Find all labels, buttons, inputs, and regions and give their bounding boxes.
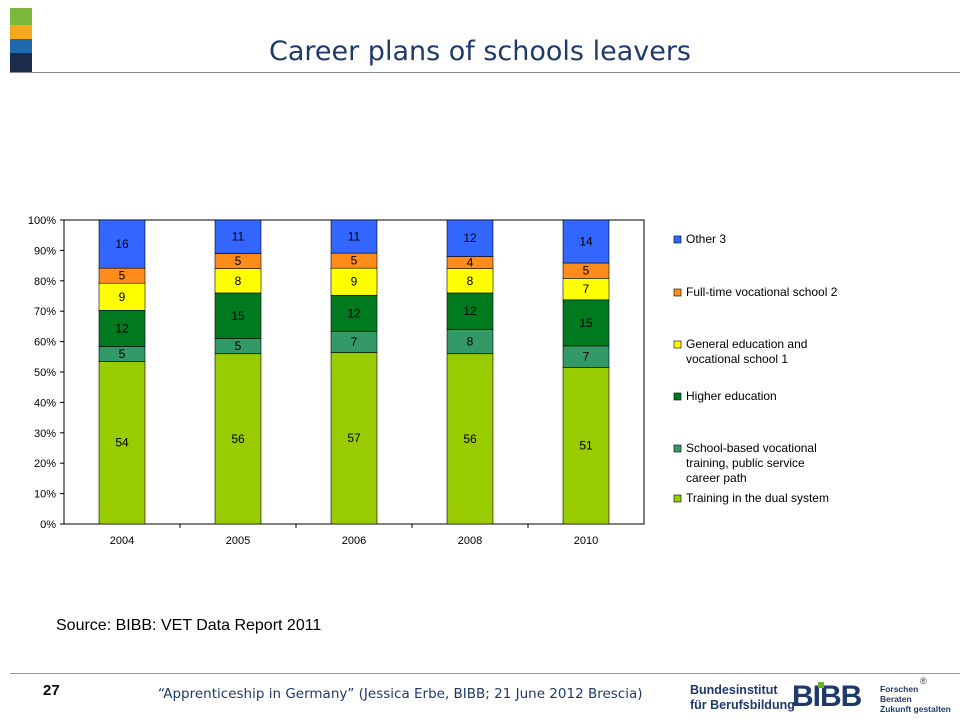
bar-segment <box>98 219 146 269</box>
data-label: 9 <box>351 275 358 289</box>
legend-entry: School-based vocational training, public … <box>686 441 817 485</box>
data-label: 4 <box>467 256 474 270</box>
data-label: 15 <box>579 316 593 330</box>
slide-title: Career plans of schools leavers <box>269 36 691 67</box>
source-note: Source: BIBB: VET Data Report 2011 <box>56 617 322 634</box>
x-tick-label: 2010 <box>574 535 598 547</box>
y-tick-label: 100% <box>28 215 56 227</box>
registered-mark: ® <box>920 676 927 686</box>
bar-segment <box>214 292 262 339</box>
logo-mark: BIBB <box>792 680 862 713</box>
bar-segment <box>330 352 378 525</box>
logo-slogan-1: Forschen <box>880 684 919 694</box>
logo-institute-name: Bundesinstitut für Berufsbildung <box>690 683 795 713</box>
data-label: 7 <box>351 335 358 349</box>
legend-entry: Other 3 <box>686 232 726 246</box>
bar-segment <box>214 268 262 294</box>
bar-segment <box>446 353 494 525</box>
legend-entry: General education and vocational school 1 <box>686 337 807 366</box>
footer-citation: “Apprenticeship in Germany” (Jessica Erb… <box>158 686 643 702</box>
bar-segment <box>330 267 378 296</box>
bar-segment <box>446 219 494 257</box>
legend-entry: Higher education <box>686 389 777 403</box>
bar-segment <box>330 219 378 254</box>
bar-segment <box>446 329 494 355</box>
legend-swatch <box>673 494 682 503</box>
data-label: 51 <box>579 439 593 453</box>
y-tick-label: 50% <box>34 367 56 379</box>
legend-swatch <box>673 235 682 244</box>
data-label: 8 <box>467 274 474 288</box>
legend-swatch <box>673 340 682 349</box>
title-divider <box>10 72 960 73</box>
bar-segment <box>446 268 494 294</box>
bar-segment <box>562 219 610 264</box>
legend-swatch <box>673 444 682 453</box>
legend-entry: Full-time vocational school 2 <box>686 285 838 299</box>
data-label: 12 <box>347 306 361 320</box>
data-label: 7 <box>583 350 590 364</box>
bar-segment <box>446 292 494 330</box>
bar-segment <box>330 294 378 332</box>
y-tick-label: 0% <box>40 519 56 531</box>
data-label: 11 <box>348 230 361 244</box>
y-tick-label: 10% <box>34 489 56 501</box>
data-label: 15 <box>231 309 245 323</box>
data-label: 56 <box>231 432 245 446</box>
bar-segment <box>214 219 262 254</box>
legend-entry: Training in the dual system <box>686 491 829 505</box>
brand-stripe-green <box>10 8 32 25</box>
data-label: 56 <box>463 432 477 446</box>
x-tick-label: 2008 <box>458 535 482 547</box>
footer-divider <box>10 673 960 674</box>
data-label: 16 <box>115 237 129 251</box>
brand-stripe-blue <box>10 39 32 53</box>
data-label: 11 <box>232 230 245 244</box>
y-tick-label: 30% <box>34 428 56 440</box>
page-number: 27 <box>43 682 60 699</box>
data-label: 8 <box>235 274 242 288</box>
logo-slogan-2: Beraten <box>880 694 912 704</box>
legend-swatch <box>673 392 682 401</box>
data-label: 7 <box>583 282 590 296</box>
bar-segment <box>562 367 610 525</box>
data-label: 5 <box>235 339 242 353</box>
data-label: 9 <box>119 290 126 304</box>
stacked-bar-chart: 0%10%20%30%40%50%60%70%80%90%100%2004545… <box>28 215 838 547</box>
brand-stripe-orange <box>10 25 32 39</box>
legend-swatch <box>673 288 682 297</box>
logo-dot-icon <box>818 682 824 688</box>
data-label: 12 <box>463 304 477 318</box>
data-label: 57 <box>347 431 361 445</box>
y-tick-label: 90% <box>34 245 56 257</box>
data-label: 12 <box>463 231 477 245</box>
data-label: 5 <box>119 347 126 361</box>
brand-stripe-navy <box>10 53 32 72</box>
x-tick-label: 2004 <box>110 535 134 547</box>
logo-line-2: für Berufsbildung <box>690 698 795 712</box>
data-label: 5 <box>351 254 358 268</box>
data-label: 5 <box>583 264 590 278</box>
y-tick-label: 80% <box>34 276 56 288</box>
data-label: 12 <box>115 321 129 335</box>
y-tick-label: 60% <box>34 337 56 349</box>
logo-slogan-3: Zukunft gestalten <box>880 704 951 714</box>
data-label: 5 <box>235 254 242 268</box>
data-label: 8 <box>467 335 474 349</box>
bibb-logo: Bundesinstitut für Berufsbildung BIBB Fo… <box>690 680 955 718</box>
x-tick-label: 2006 <box>342 535 366 547</box>
y-tick-label: 20% <box>34 458 56 470</box>
y-tick-label: 70% <box>34 306 56 318</box>
data-label: 14 <box>579 234 593 248</box>
data-label: 5 <box>119 269 126 283</box>
x-tick-label: 2005 <box>226 535 250 547</box>
data-label: 54 <box>115 436 129 450</box>
logo-slogan: Forschen Beraten Zukunft gestalten <box>880 684 951 714</box>
bar-segment <box>562 299 610 347</box>
logo-line-1: Bundesinstitut <box>690 683 778 697</box>
y-tick-label: 40% <box>34 397 56 409</box>
